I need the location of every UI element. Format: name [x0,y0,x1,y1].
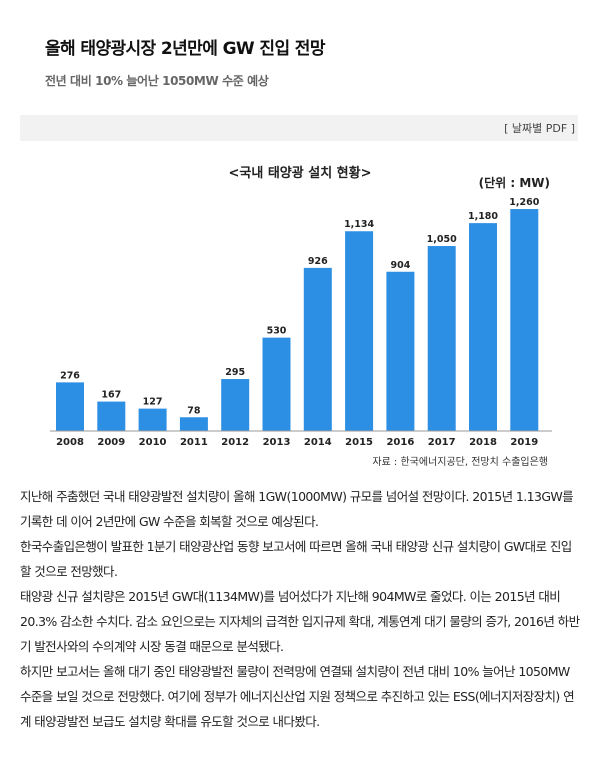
x-tick-2009: 2009 [97,437,125,448]
chart-value-labels: 276 167 127 78 295 530 926 1,134 904 1,050 1,180 1,… [60,197,540,416]
article-subtitle: 전년 대비 10% 늘어난 1050MW 수준 예상 [45,74,269,88]
value-label-2011: 78 [187,405,201,416]
chart-unit-label: (단위 : MW) [479,175,550,190]
bar-2012 [221,379,250,431]
value-label-2016: 904 [390,260,410,271]
x-tick-2015: 2015 [345,437,373,448]
install-status-chart: <국내 태양광 설치 현황> (단위 : MW) 276 167 127 78 295 5… [40,147,560,477]
x-tick-2014: 2014 [304,437,332,448]
x-tick-2018: 2018 [469,437,497,448]
bar-2010 [138,408,167,431]
value-label-2013: 530 [267,326,287,337]
chart-bars [56,209,539,431]
x-tick-2017: 2017 [428,437,456,448]
x-tick-2010: 2010 [139,437,167,448]
value-label-2015: 1,134 [344,219,374,230]
value-label-2012: 295 [225,367,245,378]
value-label-2019: 1,260 [509,197,539,208]
article-paragraph: 하지만 보고서는 올해 대기 중인 태양광발전 물량이 전력망에 연결돼 설치량… [20,664,575,729]
bar-2008 [56,382,84,431]
value-label-2008: 276 [60,370,80,381]
bar-2019 [510,209,539,431]
bar-2011 [179,417,208,431]
bar-2016 [386,271,415,431]
x-tick-2008: 2008 [56,437,84,448]
x-tick-2011: 2011 [180,437,208,448]
article-body: 지난해 주춤했던 국내 태양광발전 설치량이 올해 1GW(1000MW) 규모… [20,484,580,734]
x-tick-2019: 2019 [510,437,538,448]
bar-2015 [345,231,374,431]
article-paragraph: 태양광 신규 설치량은 2015년 GW대(1134MW)를 넘어섰다가 지난해… [20,589,580,654]
bar-2017 [427,246,456,431]
chart-title: <국내 태양광 설치 현황> [228,165,371,181]
bar-2014 [303,267,332,431]
value-label-2017: 1,050 [427,234,457,245]
value-label-2009: 167 [101,390,121,401]
chart-source-note: 자료 : 한국에너지공단, 전망치 수출입은행 [372,455,548,468]
article-title: 올해 태양광시장 2년만에 GW 진입 전망 [45,39,325,59]
x-tick-2012: 2012 [221,437,249,448]
value-label-2010: 127 [143,397,163,408]
bar-2009 [97,401,126,431]
bar-2018 [469,223,497,431]
article-paragraph: 지난해 주춤했던 국내 태양광발전 설치량이 올해 1GW(1000MW) 규모… [20,489,574,529]
date-pdf-link[interactable]: [ 날짜별 PDF ] [504,122,575,135]
x-tick-2013: 2013 [263,437,291,448]
value-label-2014: 926 [308,256,328,267]
value-label-2018: 1,180 [468,211,498,222]
x-tick-2016: 2016 [386,437,414,448]
article-paragraph: 한국수출입은행이 발표한 1분기 태양광산업 동향 보고서에 따르면 올해 국내… [20,539,572,579]
pdf-bar: [ 날짜별 PDF ] [20,115,578,141]
bar-2013 [262,337,291,431]
chart-x-tick-labels: 2008 2009 2010 2011 2012 2013 2014 2015 2016 2017… [56,437,538,448]
